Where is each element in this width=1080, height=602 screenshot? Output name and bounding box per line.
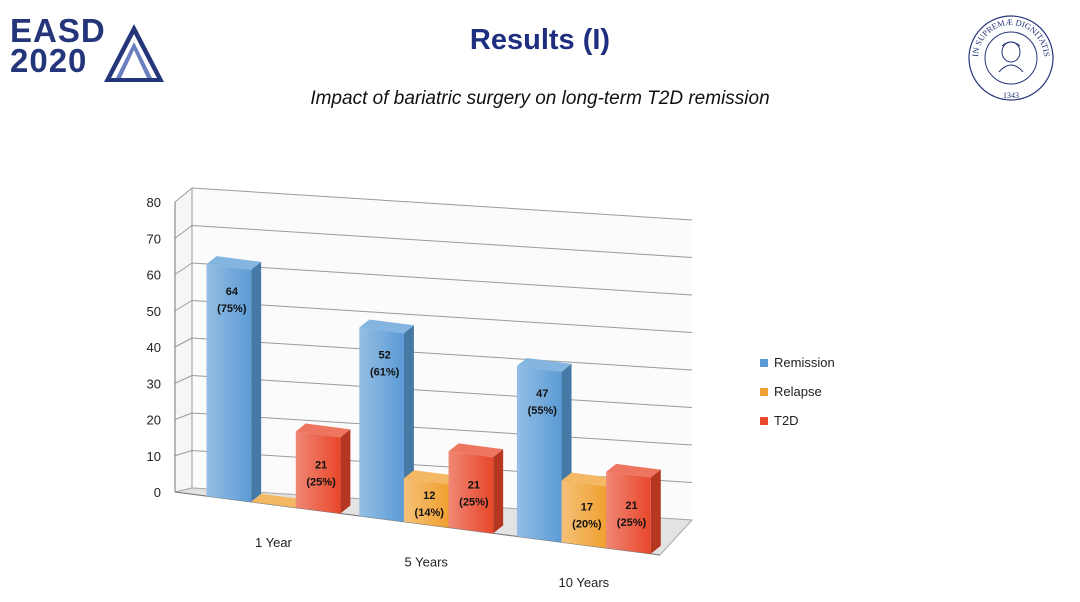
bar-side	[493, 449, 504, 534]
gridline-side	[174, 300, 193, 312]
bar-top	[516, 358, 572, 372]
page-title: Results (I)	[469, 24, 611, 56]
data-label: 12	[423, 490, 435, 502]
bar-relapse-2	[561, 480, 607, 549]
logo-line2: 2020	[10, 42, 88, 79]
data-label: 17	[581, 501, 593, 513]
gridline	[191, 300, 693, 333]
legend-label: Relapse	[774, 384, 822, 399]
data-label: (61%)	[370, 366, 400, 378]
data-label: 21	[315, 460, 327, 472]
logo-line1: EASD	[10, 12, 106, 49]
data-label: 21	[468, 479, 480, 491]
bar-side	[251, 261, 262, 502]
gridline-side	[174, 375, 193, 384]
legend-item-relapse: Relapse	[760, 377, 835, 406]
chart-side-wall	[175, 188, 192, 492]
x-tick-label: 10 Years	[559, 575, 610, 590]
easda-logo: EASD 2020	[10, 12, 170, 82]
gridline-side	[174, 262, 193, 275]
legend-label: T2D	[774, 413, 799, 428]
bar-top	[206, 256, 262, 270]
y-tick-label: 0	[154, 485, 161, 500]
gridline	[191, 225, 693, 258]
legend-swatch	[760, 358, 768, 367]
bar-t2d-0	[295, 431, 341, 514]
y-tick-label: 60	[147, 268, 161, 283]
data-label: (25%)	[459, 496, 489, 508]
y-tick-label: 30	[147, 376, 161, 391]
data-label: (25%)	[617, 517, 647, 529]
y-tick-label: 20	[147, 413, 161, 428]
university-seal-icon: IN SUPREMÆ DIGNITATIS 1343	[968, 15, 1054, 101]
data-label: (55%)	[528, 405, 558, 417]
gridline-side	[174, 225, 193, 239]
bar-top	[606, 463, 661, 478]
data-label: (75%)	[217, 303, 247, 315]
bar-remission-1	[359, 327, 404, 522]
bar-side	[340, 429, 351, 514]
bar-remission-2	[516, 366, 562, 543]
bar-t2d-1	[448, 451, 494, 534]
y-tick-label: 70	[147, 231, 161, 246]
bar-t2d-2	[606, 471, 651, 554]
bar-remission-0	[206, 264, 252, 502]
bar-top	[561, 472, 617, 487]
bar-side	[650, 469, 661, 554]
bar-top	[403, 470, 459, 485]
legend-swatch	[760, 416, 768, 425]
y-tick-label: 80	[147, 195, 161, 210]
gridline	[191, 375, 693, 408]
gridline	[191, 262, 693, 296]
y-tick-label: 10	[147, 449, 161, 464]
legend-label: Remission	[774, 355, 835, 370]
gridline	[191, 187, 693, 221]
chart-legend: Remission Relapse T2D	[760, 348, 835, 435]
data-label: 21	[625, 500, 637, 512]
data-label: (14%)	[415, 507, 445, 519]
data-label: (25%)	[306, 477, 336, 489]
bar-top	[251, 493, 306, 508]
bar-relapse-1	[403, 478, 449, 528]
legend-item-t2d: T2D	[760, 406, 835, 435]
x-tick-label: 1 Year	[255, 535, 293, 550]
y-tick-label: 40	[147, 340, 161, 355]
gridline	[191, 337, 693, 371]
legend-swatch	[760, 387, 768, 396]
gridline	[191, 412, 693, 446]
legend-item-remission: Remission	[760, 348, 835, 377]
x-tick-label: 5 Years	[405, 555, 449, 570]
bar-top	[295, 423, 351, 438]
logo-triangle-icon	[104, 24, 164, 82]
page-subtitle: Impact of bariatric surgery on long-term…	[310, 88, 770, 109]
seal-year: 1343	[1003, 91, 1019, 100]
gridline-side	[174, 412, 193, 420]
bar-top	[448, 443, 504, 458]
gridline-side	[174, 450, 193, 457]
y-tick-label: 50	[147, 304, 161, 319]
bar-top	[359, 319, 414, 334]
gridline-side	[174, 187, 193, 203]
data-label: (20%)	[572, 518, 602, 530]
data-label: 47	[536, 388, 548, 400]
data-label: 52	[378, 349, 390, 361]
data-label: 64	[226, 286, 239, 298]
gridline-side	[174, 337, 193, 348]
